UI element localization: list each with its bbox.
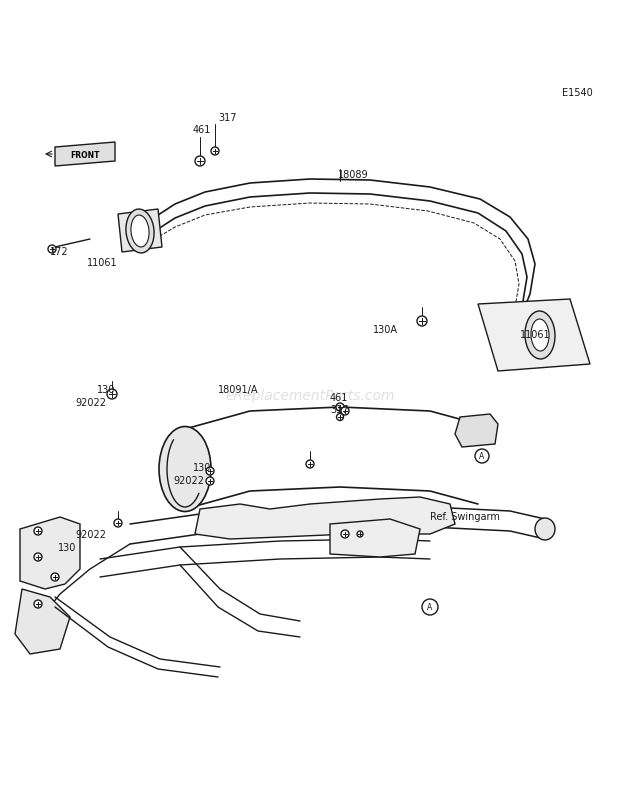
Circle shape — [341, 407, 349, 415]
Text: 172: 172 — [50, 247, 69, 257]
Circle shape — [211, 148, 219, 156]
Text: 18089: 18089 — [338, 169, 369, 180]
Text: 130: 130 — [97, 384, 115, 394]
Text: 317: 317 — [330, 405, 348, 414]
Circle shape — [206, 467, 214, 475]
Circle shape — [48, 246, 56, 254]
Circle shape — [336, 404, 344, 411]
Polygon shape — [455, 414, 498, 448]
Polygon shape — [118, 210, 162, 253]
Ellipse shape — [131, 216, 149, 247]
Polygon shape — [15, 590, 70, 654]
Polygon shape — [478, 299, 590, 371]
Text: FRONT: FRONT — [70, 152, 100, 161]
Circle shape — [107, 389, 117, 400]
Polygon shape — [195, 497, 455, 539]
Text: eReplacementParts.com: eReplacementParts.com — [225, 388, 395, 402]
Circle shape — [417, 316, 427, 327]
Text: 11061: 11061 — [520, 329, 551, 340]
Text: 92022: 92022 — [173, 475, 204, 486]
Text: A: A — [479, 452, 485, 461]
Text: E1540: E1540 — [562, 88, 593, 98]
Polygon shape — [20, 517, 80, 590]
Circle shape — [357, 531, 363, 538]
Text: A: A — [427, 603, 433, 611]
Text: 11061: 11061 — [87, 258, 118, 268]
Ellipse shape — [531, 320, 549, 351]
Text: 92022: 92022 — [75, 530, 106, 539]
Circle shape — [422, 599, 438, 616]
Text: 130A: 130A — [373, 324, 398, 335]
Text: 317: 317 — [218, 113, 236, 122]
Text: 92022: 92022 — [75, 397, 106, 407]
Circle shape — [341, 530, 349, 539]
Text: 461: 461 — [330, 393, 348, 402]
Circle shape — [51, 573, 59, 581]
Ellipse shape — [159, 427, 211, 512]
Circle shape — [206, 478, 214, 486]
Text: 18091/A: 18091/A — [218, 384, 259, 394]
Circle shape — [475, 449, 489, 463]
Text: Ref. Swingarm: Ref. Swingarm — [430, 512, 500, 521]
Polygon shape — [330, 519, 420, 557]
Ellipse shape — [535, 518, 555, 540]
Circle shape — [34, 600, 42, 608]
Circle shape — [34, 527, 42, 535]
Ellipse shape — [525, 311, 555, 359]
Circle shape — [337, 414, 343, 421]
Text: 130: 130 — [193, 462, 211, 473]
Text: 130: 130 — [58, 543, 76, 552]
Polygon shape — [55, 143, 115, 167]
Circle shape — [34, 553, 42, 561]
Circle shape — [195, 157, 205, 167]
Circle shape — [306, 461, 314, 469]
Text: 461: 461 — [193, 125, 211, 135]
Circle shape — [114, 519, 122, 527]
Ellipse shape — [126, 210, 154, 254]
